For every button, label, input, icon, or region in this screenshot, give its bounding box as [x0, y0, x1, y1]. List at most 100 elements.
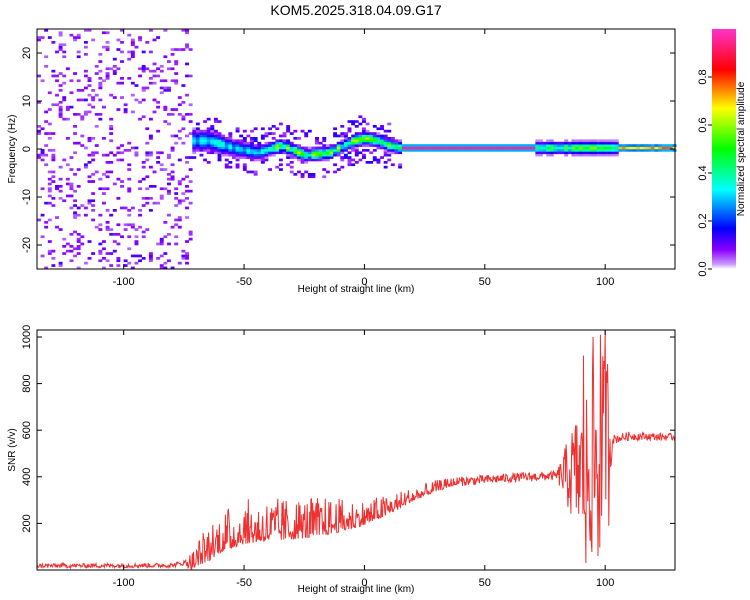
spectrogram-cell — [235, 146, 240, 150]
spectrogram-cell — [260, 144, 265, 147]
spectrogram-cell — [224, 137, 229, 140]
spectrogram-cell — [322, 153, 327, 157]
spectrogram-cell — [661, 146, 666, 150]
spectrogram-cell — [98, 81, 103, 85]
spectrogram-cell — [282, 134, 287, 138]
spectrogram-cell — [232, 139, 236, 143]
spectrogram-cell — [289, 161, 294, 164]
spectrogram-cell — [430, 149, 435, 152]
spectrogram-cell — [362, 156, 366, 159]
spectrogram-cell — [466, 149, 471, 152]
spectrogram-cell — [242, 139, 247, 143]
spectrogram-cell — [112, 209, 117, 212]
spectrogram-cell — [520, 144, 525, 147]
spectrogram-cell — [596, 149, 601, 152]
spectrogram-cell — [138, 259, 143, 263]
spectrogram-cell — [351, 120, 356, 123]
spectrogram-cell — [116, 177, 121, 181]
spectrogram-cell — [347, 120, 352, 123]
spectrogram-cell — [102, 137, 106, 140]
spectrogram-cell — [372, 144, 377, 147]
spectrogram-cell — [112, 153, 117, 157]
spectrogram-cell — [73, 38, 78, 42]
spectrogram-cell — [105, 67, 110, 71]
spectrogram-cell — [58, 115, 63, 119]
spectrogram-cell — [481, 149, 486, 152]
spectrogram-cell — [83, 261, 88, 265]
spectrogram-cell — [69, 206, 74, 210]
spectrogram-cell — [275, 149, 280, 152]
spectrogram-cell — [130, 93, 135, 97]
spectrogram-cell — [148, 134, 153, 138]
spectrogram-cell — [542, 144, 547, 147]
figure-title: KOM5.2025.318.04.09.G17 — [270, 2, 441, 18]
spectrogram-cell — [73, 141, 78, 145]
spectrogram-cell — [141, 89, 146, 92]
spectrogram-cell — [76, 213, 81, 217]
spectrogram-cell — [58, 101, 63, 104]
spectrogram-cell — [138, 67, 143, 71]
spectrogram-cell — [589, 153, 594, 157]
spectrogram-cell — [311, 149, 316, 152]
spectrogram-cell — [217, 158, 222, 162]
spectrogram-cell — [102, 247, 106, 251]
spectrogram-cell — [55, 93, 59, 97]
spectrogram-cell — [120, 158, 124, 162]
spectrogram-cell — [278, 144, 283, 147]
spectrogram-cell — [311, 156, 316, 159]
spectrogram-cell — [611, 151, 616, 155]
spectrogram-cell — [329, 149, 334, 152]
spectrogram-cell — [76, 55, 81, 59]
spectrogram-cell — [188, 120, 193, 123]
spectrogram-cell — [437, 146, 442, 150]
spectrogram-cell — [459, 146, 464, 150]
spectrogram-cell — [170, 266, 175, 270]
spectrogram-cell — [120, 77, 124, 80]
spectrogram-cell — [354, 144, 359, 147]
spectrogram-cell — [203, 134, 208, 138]
spectrogram-cell — [362, 127, 366, 131]
spectrogram-cell — [210, 146, 215, 150]
spectrogram-cell — [221, 149, 226, 152]
spectrogram-cell — [394, 139, 399, 143]
spectrogram-cell — [192, 132, 197, 135]
spectrogram-cell — [83, 165, 88, 169]
spectrogram-cell — [622, 146, 626, 150]
spectrogram-y-axis-label: Frequency (Hz) — [7, 115, 18, 184]
spectrogram-cell — [318, 151, 323, 155]
spectrogram-cell — [264, 158, 269, 162]
spectrogram-cell — [91, 38, 96, 42]
spectrogram-cell — [232, 144, 236, 147]
spectrogram-cell — [87, 180, 92, 183]
spectrogram-cell — [203, 120, 208, 123]
spectrogram-cell — [69, 259, 74, 263]
spectrogram-cell — [535, 151, 540, 155]
spectrogram-cell — [134, 254, 139, 258]
spectrogram-cell — [98, 86, 103, 90]
spectrogram-cell — [459, 144, 464, 147]
spectrogram-cell — [192, 141, 197, 145]
spectrogram-cell — [192, 139, 197, 143]
spectrogram-cell — [585, 151, 590, 155]
spectrogram-cell — [307, 158, 312, 162]
spectrogram-cell — [47, 182, 52, 186]
spectrogram-cell — [58, 165, 63, 169]
spectrogram-cell — [73, 151, 78, 155]
spectrogram-cell — [224, 139, 229, 143]
spectrogram-cell — [112, 182, 117, 186]
spectrogram-cell — [44, 266, 49, 270]
spectrogram-cell — [260, 146, 265, 150]
spectrogram-cell — [549, 141, 554, 145]
spectrogram-cell — [582, 153, 587, 157]
spectrogram-cell — [94, 144, 99, 147]
spectrogram-cell — [488, 149, 493, 152]
spectrogram-cell — [134, 153, 139, 157]
spectrogram-cell — [304, 134, 309, 138]
spectrogram-cell — [315, 151, 319, 155]
spectrogram-cell — [105, 209, 110, 212]
spectrogram-cell — [300, 175, 305, 179]
spectrogram-cell — [116, 81, 121, 85]
spectrogram-cell — [347, 144, 352, 147]
spectrogram-cell — [210, 137, 215, 140]
spectrogram-cell — [629, 144, 634, 147]
